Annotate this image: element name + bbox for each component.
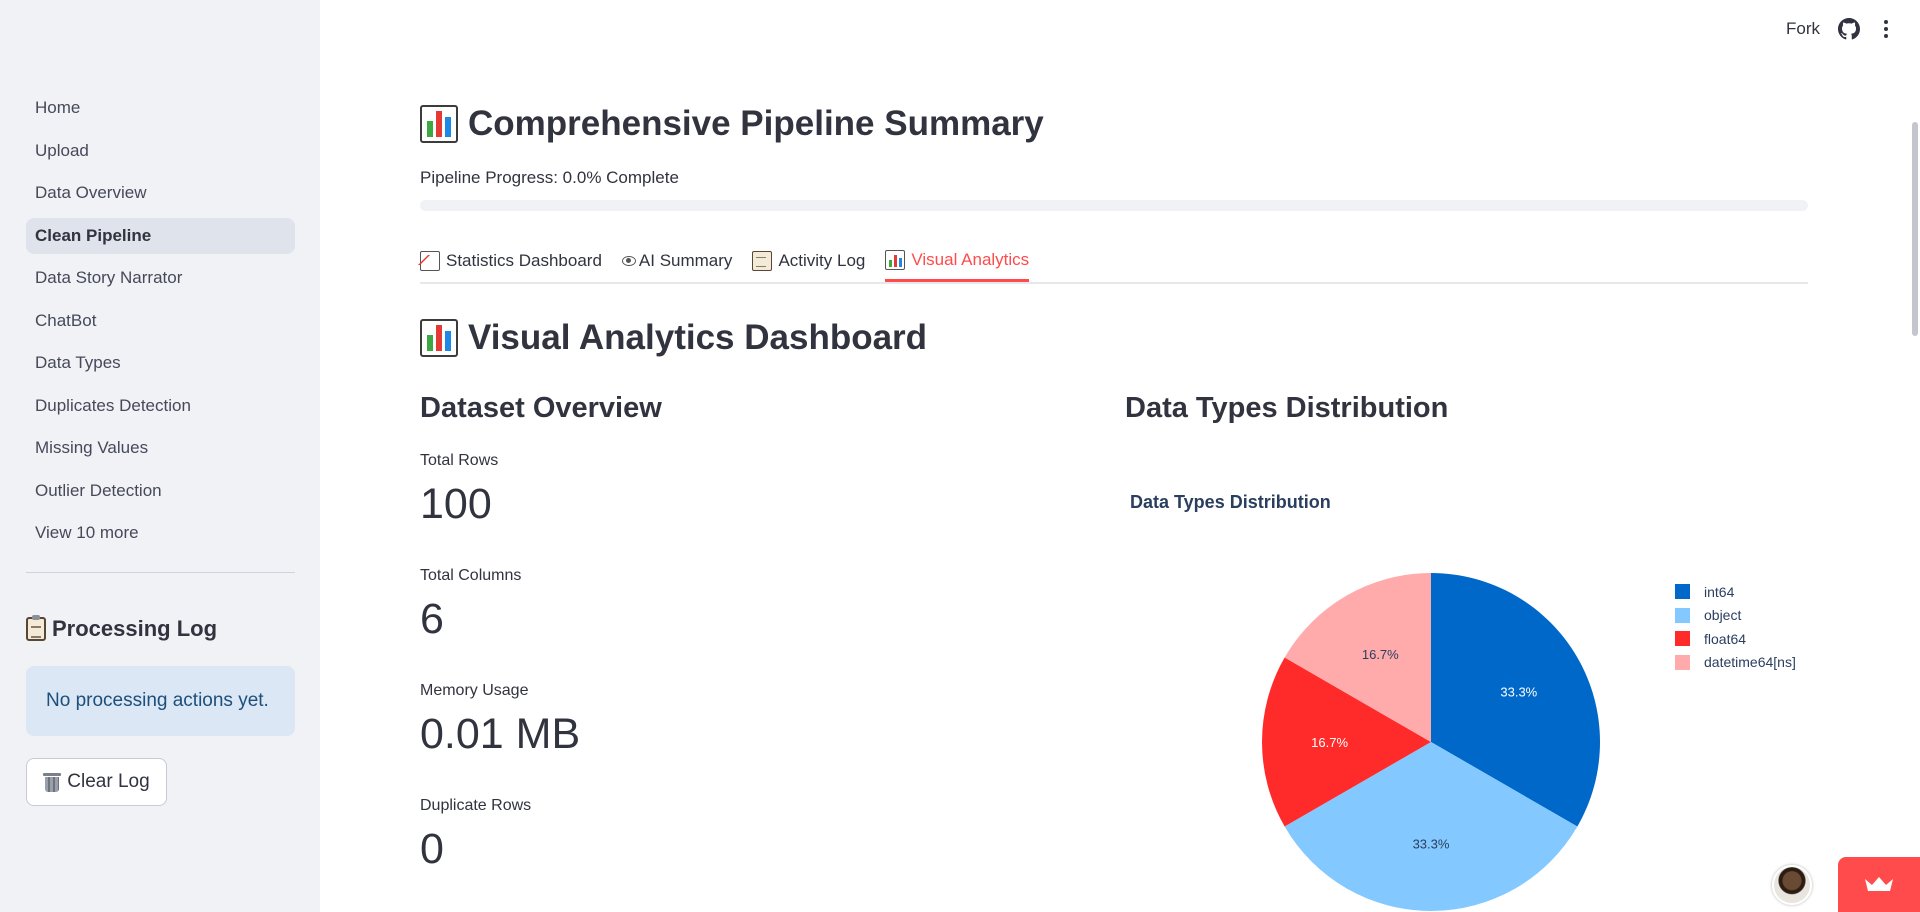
pie-slice-label: 33.3% [1413, 836, 1450, 851]
view-more-link[interactable]: View 10 more [26, 515, 295, 551]
chart-title: Data Types Distribution [1130, 492, 1331, 512]
sidebar-item-label: Data Overview [35, 183, 147, 202]
clear-log-label: Clear Log [67, 771, 150, 792]
processing-log-heading: Processing Log [26, 615, 218, 642]
page-title: Comprehensive Pipeline Summary [420, 104, 1044, 144]
clear-log-button[interactable]: Clear Log [26, 758, 167, 806]
legend-swatch [1675, 654, 1690, 670]
sidebar-item-label: ChatBot [35, 310, 97, 330]
legend-swatch [1675, 607, 1690, 623]
sidebar-item-upload[interactable]: Upload [26, 133, 295, 169]
tab-activity-log[interactable]: Activity Log [752, 242, 865, 282]
sidebar-item-missing-values[interactable]: Missing Values [26, 430, 295, 466]
sidebar-divider [26, 572, 295, 573]
metric-value-memory-usage: 0.01 MB [420, 710, 581, 758]
dataset-overview-title: Dataset Overview [420, 392, 662, 424]
legend-item[interactable]: object [1675, 604, 1796, 628]
sidebar-item-label: Outlier Detection [35, 480, 162, 500]
legend-label: datetime64[ns] [1704, 654, 1796, 671]
metric-label-memory-usage: Memory Usage [420, 682, 529, 699]
sidebar-item-duplicates-detection[interactable]: Duplicates Detection [26, 388, 295, 424]
processing-log-title: Processing Log [52, 616, 218, 641]
sidebar-item-data-story-narrator[interactable]: Data Story Narrator [26, 260, 295, 296]
pie-slice-object[interactable] [1284, 742, 1578, 911]
section-title-text: Visual Analytics Dashboard [468, 318, 928, 357]
sidebar-item-label: Missing Values [35, 438, 149, 457]
wastebasket-icon [43, 771, 62, 793]
tab-statistics-dashboard[interactable]: Statistics Dashboard [420, 242, 602, 282]
legend-item[interactable]: float64 [1675, 627, 1796, 651]
processing-log-info: No processing actions yet. [26, 666, 295, 736]
bar-chart-icon [420, 105, 458, 143]
sidebar-item-label: Upload [35, 140, 89, 160]
sidebar-item-chatbot[interactable]: ChatBot [26, 303, 295, 339]
tab-label: AI Summary [638, 251, 733, 270]
sidebar-item-label: Data Story Narrator [35, 268, 183, 287]
sidebar-item-data-overview[interactable]: Data Overview [26, 175, 295, 211]
metric-label-duplicate-rows: Duplicate Rows [420, 797, 532, 814]
legend-swatch [1675, 584, 1690, 600]
pie-slice-label: 33.3% [1500, 684, 1537, 699]
page-title-text: Comprehensive Pipeline Summary [468, 104, 1044, 143]
github-icon[interactable] [1838, 18, 1860, 40]
pie-slice-datetime64-ns-[interactable] [1284, 573, 1431, 742]
page-scrollbar[interactable] [1908, 0, 1920, 912]
view-more-label: View 10 more [35, 523, 139, 542]
sidebar-item-data-types[interactable]: Data Types [26, 345, 295, 381]
tab-label: Activity Log [778, 251, 866, 270]
pie-slice-label: 16.7% [1311, 735, 1348, 750]
sidebar-item-label: Data Types [35, 353, 121, 372]
avatar[interactable] [1772, 865, 1812, 905]
sidebar-item-label: Clean Pipeline [35, 225, 152, 245]
tab-bar: Statistics Dashboard AI Summary Activity… [420, 242, 1808, 284]
metric-value-total-rows: 100 [420, 480, 492, 528]
sidebar-item-clean-pipeline[interactable]: Clean Pipeline [26, 217, 295, 254]
scrollbar-thumb[interactable] [1912, 122, 1918, 336]
fork-button[interactable]: Fork [1786, 19, 1820, 38]
legend-item[interactable]: int64 [1675, 580, 1796, 604]
sidebar-item-label: Home [35, 98, 81, 117]
progress-label: Pipeline Progress: 0.0% Complete [420, 168, 679, 187]
clipboard-icon [752, 251, 773, 271]
sidebar: Home Upload Data Overview Clean Pipeline… [0, 0, 320, 912]
metric-label-total-columns: Total Columns [420, 567, 522, 584]
metric-value-duplicate-rows: 0 [420, 825, 444, 873]
pie-slice-float64[interactable] [1262, 657, 1431, 827]
metric-label-total-rows: Total Rows [420, 452, 499, 469]
app-toolbar: Fork [1786, 16, 1894, 42]
sidebar-item-label: Duplicates Detection [35, 395, 191, 415]
bar-chart-icon [420, 319, 458, 357]
tab-label: Statistics Dashboard [446, 251, 602, 270]
clipboard-icon [26, 615, 46, 641]
pie-chart-svg: 33.3% 33.3% 16.7% 16.7% [1262, 573, 1600, 911]
processing-log-empty-text: No processing actions yet. [46, 690, 269, 711]
main-menu-icon[interactable] [1878, 16, 1894, 42]
chart-increasing-icon [420, 251, 440, 271]
tab-visual-analytics[interactable]: Visual Analytics [885, 242, 1030, 282]
section-title: Visual Analytics Dashboard [420, 318, 927, 358]
sidebar-item-outlier-detection[interactable]: Outlier Detection [26, 473, 295, 509]
bar-chart-icon [885, 249, 906, 270]
tab-ai-summary[interactable]: AI Summary [621, 242, 733, 282]
pipeline-progress-bar [420, 200, 1808, 211]
legend-item[interactable]: datetime64[ns] [1675, 651, 1796, 675]
pie-slice-label: 16.7% [1362, 647, 1399, 662]
legend-label: float64 [1704, 630, 1747, 647]
legend-label: int64 [1704, 583, 1735, 600]
data-types-distribution-title: Data Types Distribution [1125, 392, 1449, 424]
data-types-pie-chart: Data Types Distribution 33.3% 33.3% 16.7% 1… [1125, 470, 1808, 912]
crown-icon [1865, 876, 1893, 891]
tab-label: Visual Analytics [911, 249, 1030, 269]
legend-swatch [1675, 631, 1690, 647]
legend-label: object [1704, 607, 1742, 624]
streamlit-badge[interactable] [1838, 857, 1920, 912]
eye-icon [621, 256, 636, 266]
chart-legend: int64 object float64 datetime64[ns] [1675, 580, 1796, 674]
metric-value-total-columns: 6 [420, 595, 444, 643]
sidebar-nav: Home Upload Data Overview Clean Pipeline… [26, 90, 295, 558]
pie-slice-int64[interactable] [1431, 573, 1600, 827]
sidebar-item-home[interactable]: Home [26, 90, 295, 126]
